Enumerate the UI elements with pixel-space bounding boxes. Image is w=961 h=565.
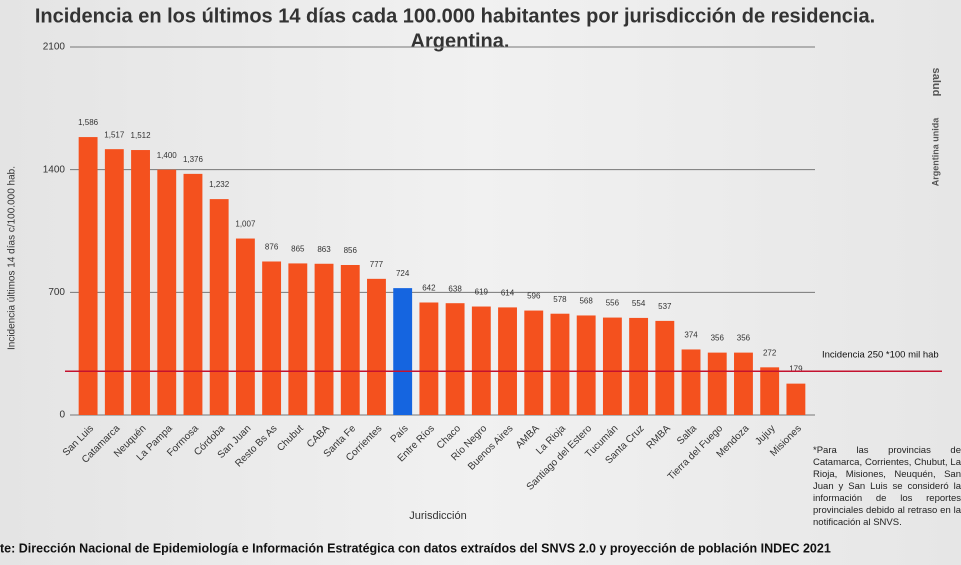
bar [498, 307, 517, 415]
bar [78, 137, 98, 415]
bar [786, 383, 806, 415]
bar [131, 150, 150, 416]
y-axis-label: Incidencia últimos 14 días c/100.000 hab… [7, 166, 18, 350]
value-label: 1,376 [183, 155, 204, 164]
reference-label: Incidencia 250 *100 mil hab [822, 350, 939, 361]
bar [734, 352, 753, 415]
value-label: 777 [370, 260, 384, 269]
x-tick-label: País [389, 423, 411, 445]
bar [681, 349, 701, 415]
value-label: 374 [684, 331, 698, 340]
bar [314, 263, 334, 415]
y-tick-label: 700 [48, 287, 65, 298]
value-label: 179 [789, 365, 803, 374]
value-label: 272 [763, 348, 777, 357]
y-tick-label: 0 [59, 410, 65, 421]
bar [419, 302, 439, 415]
bar [550, 313, 570, 415]
bar [157, 169, 177, 415]
value-label: 596 [527, 292, 541, 301]
value-label: 863 [317, 245, 331, 254]
value-label: 619 [475, 288, 489, 297]
bar [445, 303, 465, 415]
logo-bottom: Argentina unida [930, 117, 940, 186]
x-tick-label: Salta [675, 423, 699, 447]
value-label: 1,512 [131, 131, 152, 140]
bar [104, 149, 124, 415]
bar [602, 317, 622, 415]
bar [235, 238, 255, 415]
bar [576, 315, 596, 415]
bar [471, 306, 491, 415]
bar [707, 352, 727, 415]
value-label: 1,586 [78, 118, 99, 127]
value-label: 865 [291, 245, 305, 254]
value-label: 1,007 [235, 220, 256, 229]
bar [367, 278, 386, 415]
x-tick-label: Jujuy [753, 423, 777, 447]
bar [340, 264, 360, 415]
value-label: 1,517 [104, 130, 125, 139]
value-label: 537 [658, 302, 672, 311]
value-label: 638 [448, 284, 462, 293]
value-label: 1,400 [157, 151, 178, 160]
value-label: 356 [711, 334, 725, 343]
bar [288, 263, 308, 415]
bar [629, 317, 649, 415]
chart-title: Incidencia en los últimos 14 días cada 1… [35, 5, 875, 27]
bar [655, 320, 675, 415]
value-label: 856 [344, 246, 358, 255]
value-label: 554 [632, 299, 646, 308]
value-label: 556 [606, 299, 620, 308]
bar [393, 288, 413, 415]
value-label: 1,232 [209, 180, 230, 189]
bar [209, 199, 229, 415]
value-label: 578 [553, 295, 567, 304]
value-label: 356 [737, 334, 751, 343]
logo-top: salud [930, 68, 942, 97]
value-label: 568 [579, 297, 593, 306]
y-tick-label: 1400 [43, 164, 66, 175]
source: te: Dirección Nacional de Epidemiología … [0, 541, 831, 555]
value-label: 642 [422, 284, 436, 293]
bar [760, 367, 780, 415]
bar [524, 310, 544, 415]
footnote: *Para las provincias de Catamarca, Corri… [813, 445, 961, 528]
bar [262, 261, 282, 415]
bar [183, 173, 203, 415]
x-tick-label: Chubut [275, 423, 306, 454]
value-label: 614 [501, 289, 515, 298]
y-tick-label: 2100 [43, 42, 66, 53]
x-axis-label: Jurisdicción [409, 510, 466, 522]
value-label: 724 [396, 269, 410, 278]
value-label: 876 [265, 243, 279, 252]
chart-subtitle: Argentina. [411, 30, 510, 52]
x-tick-label: RMBA [645, 423, 673, 451]
